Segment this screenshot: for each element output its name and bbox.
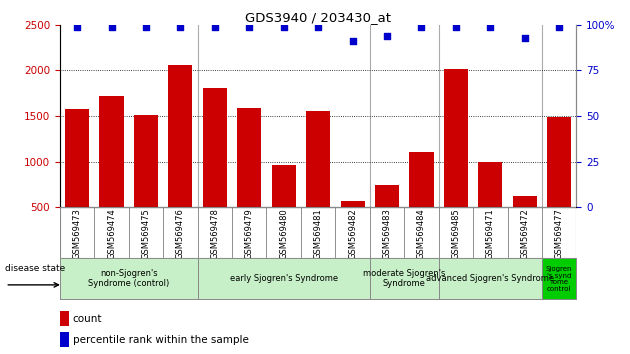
Point: [141, 24, 151, 29]
Point: [382, 33, 392, 39]
Bar: [198, 207, 232, 258]
Point: [175, 24, 185, 29]
Bar: [60, 311, 69, 326]
Text: disease state: disease state: [5, 264, 66, 273]
Bar: [410, 152, 433, 253]
Bar: [203, 88, 227, 253]
Text: GSM569480: GSM569480: [279, 208, 288, 259]
Point: [416, 24, 427, 29]
Point: [210, 24, 220, 29]
Point: [485, 24, 495, 29]
Bar: [129, 207, 163, 258]
Text: percentile rank within the sample: percentile rank within the sample: [73, 335, 249, 345]
Bar: [232, 207, 266, 258]
Bar: [198, 258, 370, 299]
Bar: [335, 207, 370, 258]
Bar: [444, 69, 468, 253]
Bar: [438, 258, 542, 299]
Bar: [60, 207, 94, 258]
Point: [106, 24, 117, 29]
Text: GSM569485: GSM569485: [452, 208, 461, 259]
Text: GSM569484: GSM569484: [417, 208, 426, 259]
Text: GSM569483: GSM569483: [382, 208, 391, 259]
Point: [72, 24, 82, 29]
Text: early Sjogren's Syndrome: early Sjogren's Syndrome: [230, 274, 338, 283]
Text: non-Sjogren's
Syndrome (control): non-Sjogren's Syndrome (control): [88, 269, 169, 288]
Bar: [547, 117, 571, 253]
Text: GSM569471: GSM569471: [486, 208, 495, 259]
Bar: [478, 161, 502, 253]
Point: [348, 38, 358, 44]
Text: GSM569474: GSM569474: [107, 208, 116, 259]
Text: Sjogren
's synd
rome
control: Sjogren 's synd rome control: [546, 266, 573, 292]
Bar: [100, 96, 123, 253]
Bar: [542, 207, 576, 258]
Bar: [60, 332, 69, 347]
Bar: [341, 201, 365, 253]
Bar: [94, 207, 129, 258]
Bar: [134, 115, 158, 253]
Point: [278, 24, 289, 29]
Bar: [513, 196, 537, 253]
Point: [451, 24, 461, 29]
Text: GSM569477: GSM569477: [555, 208, 564, 259]
Point: [554, 24, 564, 29]
Bar: [163, 207, 198, 258]
Bar: [508, 207, 542, 258]
Text: GSM569476: GSM569476: [176, 208, 185, 259]
Bar: [473, 207, 508, 258]
Bar: [404, 207, 438, 258]
Text: count: count: [73, 314, 102, 324]
Bar: [370, 207, 404, 258]
Text: advanced Sjogren's Syndrome: advanced Sjogren's Syndrome: [427, 274, 554, 283]
Text: moderate Sjogren's
Syndrome: moderate Sjogren's Syndrome: [363, 269, 445, 288]
Text: GSM569472: GSM569472: [520, 208, 529, 259]
Bar: [238, 108, 261, 253]
Bar: [542, 258, 576, 299]
Text: GSM569473: GSM569473: [72, 208, 81, 259]
Text: GSM569481: GSM569481: [314, 208, 323, 259]
Title: GDS3940 / 203430_at: GDS3940 / 203430_at: [245, 11, 391, 24]
Bar: [272, 165, 295, 253]
Point: [244, 24, 255, 29]
Bar: [60, 258, 198, 299]
Bar: [438, 207, 473, 258]
Text: GSM569475: GSM569475: [142, 208, 151, 259]
Bar: [65, 109, 89, 253]
Bar: [266, 207, 301, 258]
Bar: [168, 65, 192, 253]
Point: [313, 24, 323, 29]
Bar: [301, 207, 335, 258]
Point: [520, 35, 530, 40]
Bar: [306, 112, 330, 253]
Text: GSM569479: GSM569479: [245, 208, 254, 259]
Text: GSM569478: GSM569478: [210, 208, 219, 259]
Bar: [375, 185, 399, 253]
Bar: [370, 258, 438, 299]
Text: GSM569482: GSM569482: [348, 208, 357, 259]
